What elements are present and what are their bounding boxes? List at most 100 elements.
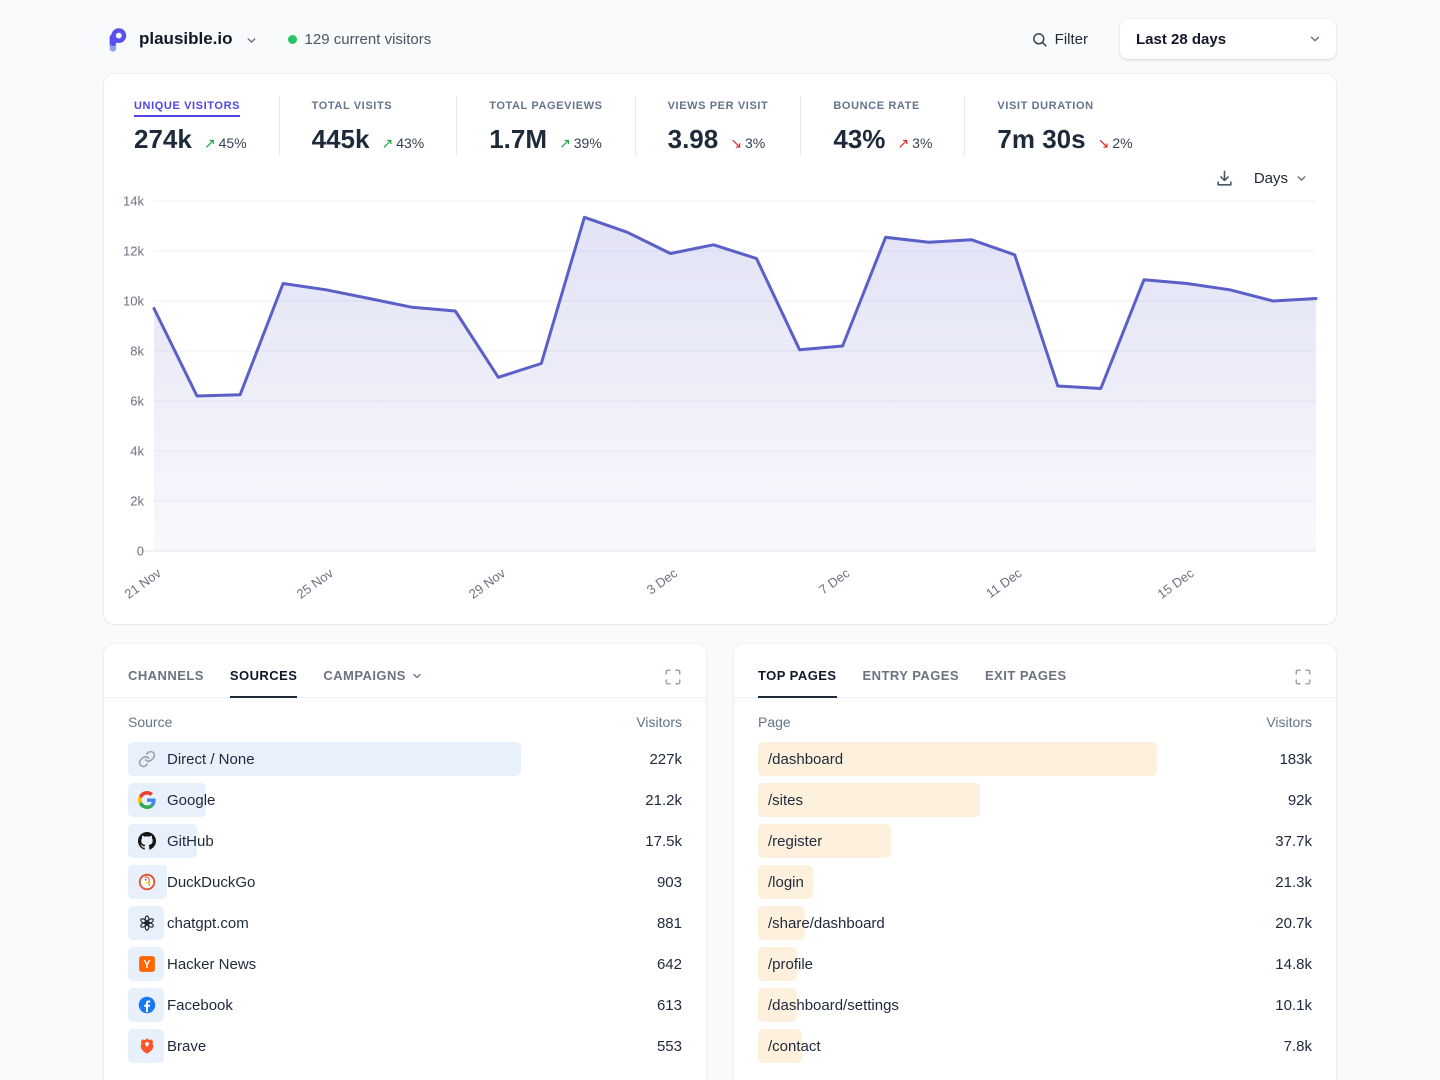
chevron-down-icon	[245, 34, 258, 47]
stat-visit-duration[interactable]: VISIT DURATION7m 30s↘2%	[964, 96, 1164, 155]
download-icon[interactable]	[1215, 169, 1234, 188]
tab-exit-pages[interactable]: EXIT PAGES	[985, 668, 1067, 698]
row-value: 14.8k	[1275, 956, 1312, 973]
table-row[interactable]: /register37.7k	[758, 821, 1312, 861]
filter-label: Filter	[1055, 31, 1088, 48]
sources-rows: Direct / None227kGoogle21.2kGitHub17.5kD…	[104, 739, 706, 1066]
row-name: /register	[758, 833, 822, 850]
stat-value: 1.7M	[489, 124, 547, 155]
row-name: /share/dashboard	[758, 915, 885, 932]
table-row[interactable]: /dashboard/settings10.1k	[758, 985, 1312, 1025]
row-label: /login	[768, 874, 804, 891]
stat-change: ↘2%	[1098, 135, 1133, 152]
row-label: /sites	[768, 792, 803, 809]
tab-entry-pages[interactable]: ENTRY PAGES	[863, 668, 960, 698]
filter-button[interactable]: Filter	[1031, 31, 1088, 48]
tab-campaigns[interactable]: CAMPAIGNS	[323, 668, 423, 698]
row-name: Direct / None	[128, 750, 255, 768]
stat-value: 274k	[134, 124, 192, 155]
trend-down-icon: ↘	[730, 135, 742, 152]
table-row[interactable]: /sites92k	[758, 780, 1312, 820]
live-dot-icon	[288, 35, 297, 44]
stat-change: ↗43%	[381, 135, 424, 152]
hackernews-icon	[138, 955, 156, 973]
site-switcher[interactable]: plausible.io	[104, 26, 258, 52]
trend-up-icon: ↗	[381, 135, 393, 152]
table-row[interactable]: Facebook 613	[128, 985, 682, 1025]
stat-change: ↗39%	[559, 135, 602, 152]
stat-total-pageviews[interactable]: TOTAL PAGEVIEWS1.7M↗39%	[456, 96, 634, 155]
tab-sources[interactable]: SOURCES	[230, 668, 297, 698]
row-label: Hacker News	[167, 956, 256, 973]
row-name: /contact	[758, 1038, 821, 1055]
stat-change-value: 2%	[1112, 135, 1132, 151]
stat-bounce-rate[interactable]: BOUNCE RATE43%↗3%	[800, 96, 964, 155]
pages-tabs: TOP PAGES ENTRY PAGES EXIT PAGES	[758, 668, 1294, 697]
table-row[interactable]: DuckDuckGo903	[128, 862, 682, 902]
expand-icon[interactable]	[1294, 668, 1312, 686]
stat-total-visits[interactable]: TOTAL VISITS445k↗43%	[279, 96, 457, 155]
google-icon	[138, 791, 156, 809]
stat-change-value: 43%	[396, 135, 424, 151]
row-value: 613	[657, 997, 682, 1014]
sources-card: CHANNELS SOURCES CAMPAIGNS Source Visitors…	[104, 644, 706, 1080]
plausible-logo-icon	[104, 26, 130, 52]
stat-value: 43%	[833, 124, 885, 155]
duckduckgo-icon	[138, 873, 156, 891]
stat-value: 3.98	[668, 124, 719, 155]
row-value: 20.7k	[1275, 915, 1312, 932]
trend-up-icon: ↗	[559, 135, 571, 152]
area-fill	[154, 217, 1316, 551]
stat-change: ↘3%	[730, 135, 765, 152]
tab-label: EXIT PAGES	[985, 668, 1067, 683]
row-label: /register	[768, 833, 822, 850]
row-label: /share/dashboard	[768, 915, 885, 932]
stat-label: VISIT DURATION	[997, 100, 1093, 117]
date-range-select[interactable]: Last 28 days	[1120, 19, 1336, 59]
table-row[interactable]: GitHub17.5k	[128, 821, 682, 861]
row-label: Brave	[167, 1038, 206, 1055]
row-name: Hacker News	[128, 955, 256, 973]
row-value: 21.2k	[645, 792, 682, 809]
table-row[interactable]: chatgpt.com881	[128, 903, 682, 943]
x-axis-tick: 25 Nov	[294, 565, 337, 602]
current-visitors[interactable]: 129 current visitors	[288, 31, 432, 48]
interval-select[interactable]: Days	[1254, 170, 1308, 187]
table-row[interactable]: /login21.3k	[758, 862, 1312, 902]
pages-rows: /dashboard183k/sites92k/register37.7k/lo…	[734, 739, 1336, 1066]
table-row[interactable]: Hacker News642	[128, 944, 682, 984]
expand-icon[interactable]	[664, 668, 682, 686]
y-axis-tick: 12k	[124, 244, 144, 259]
row-label: /profile	[768, 956, 813, 973]
chart-controls: Days	[130, 163, 1310, 193]
sources-tabs: CHANNELS SOURCES CAMPAIGNS	[128, 668, 664, 697]
row-label: /dashboard/settings	[768, 997, 899, 1014]
row-value: 903	[657, 874, 682, 891]
tab-channels[interactable]: CHANNELS	[128, 668, 204, 698]
table-row[interactable]: /profile 14.8k	[758, 944, 1312, 984]
row-label: Facebook	[167, 997, 233, 1014]
visitors-card: UNIQUE VISITORS274k↗45%TOTAL VISITS445k↗…	[104, 74, 1336, 624]
chevron-down-icon	[1308, 32, 1322, 46]
table-row[interactable]: Brave553	[128, 1026, 682, 1066]
row-name: Facebook	[128, 996, 233, 1014]
tab-top-pages[interactable]: TOP PAGES	[758, 668, 837, 698]
table-row[interactable]: Direct / None227k	[128, 739, 682, 779]
chevron-down-icon	[411, 670, 423, 682]
row-label: Direct / None	[167, 751, 255, 768]
stat-change-value: 3%	[745, 135, 765, 151]
table-row[interactable]: /dashboard183k	[758, 739, 1312, 779]
row-name: GitHub	[128, 832, 214, 850]
table-row[interactable]: /contact7.8k	[758, 1026, 1312, 1066]
search-icon	[1031, 31, 1048, 48]
facebook-icon	[138, 996, 156, 1014]
topbar: plausible.io 129 current visitors Filter…	[104, 18, 1336, 60]
sources-column-headers: Source Visitors	[104, 698, 706, 739]
row-name: /profile	[758, 956, 813, 973]
stat-unique-visitors[interactable]: UNIQUE VISITORS274k↗45%	[130, 96, 279, 155]
table-row[interactable]: /share/dashboard 20.7k	[758, 903, 1312, 943]
table-row[interactable]: Google21.2k	[128, 780, 682, 820]
stat-views-per-visit[interactable]: VIEWS PER VISIT3.98↘3%	[635, 96, 801, 155]
stat-label: UNIQUE VISITORS	[134, 100, 240, 117]
stat-change-value: 3%	[912, 135, 932, 151]
